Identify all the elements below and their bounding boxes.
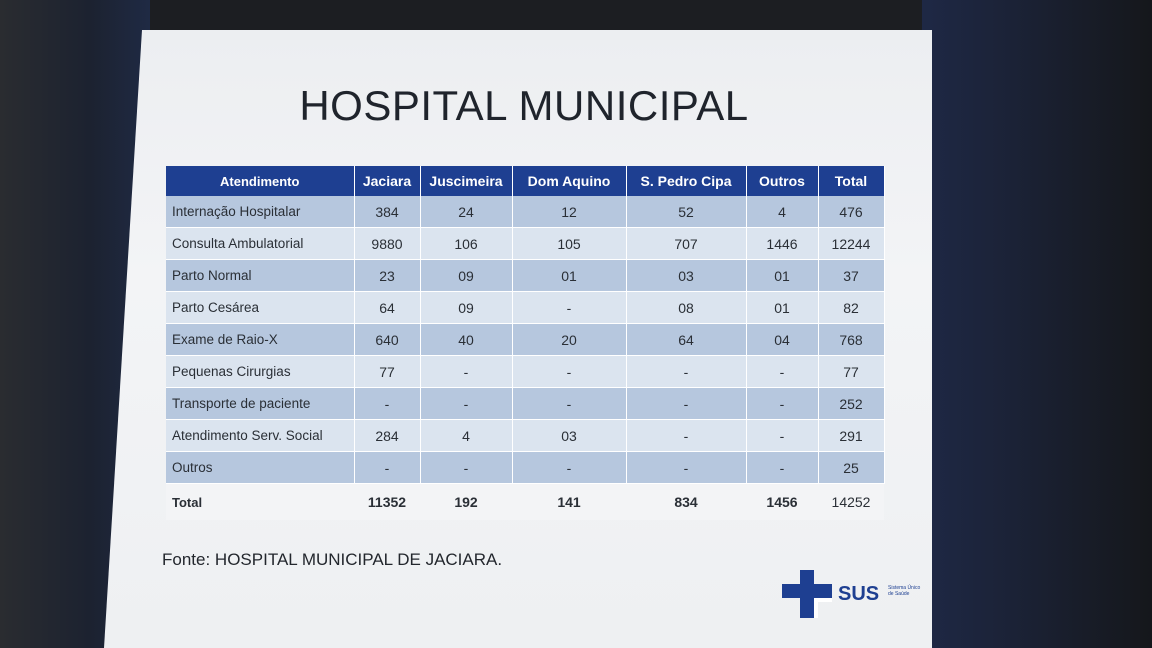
table-cell: -	[512, 355, 627, 388]
row-label: Consulta Ambulatorial	[166, 227, 355, 260]
table-cell: 64	[626, 323, 747, 356]
header-cell-total: Total	[818, 166, 885, 196]
slide-title: HOSPITAL MUNICIPAL	[299, 82, 749, 129]
table-cell: -	[512, 387, 627, 420]
table-cell: 82	[818, 291, 885, 324]
header-cell-dom-aquino: Dom Aquino	[512, 166, 627, 196]
table-row: Atendimento Serv. Social 284 4 03 - - 29…	[166, 419, 885, 452]
row-label: Atendimento Serv. Social	[166, 419, 355, 452]
table-cell: 106	[420, 227, 513, 260]
table-cell: -	[626, 387, 747, 420]
table-cell: 105	[512, 227, 627, 260]
table-cell: -	[746, 451, 819, 484]
total-label: Total	[166, 483, 354, 520]
table-cell: 20	[512, 323, 627, 356]
row-label: Parto Normal	[166, 259, 355, 292]
sus-cross-icon	[782, 570, 832, 618]
table-cell: 04	[746, 323, 819, 356]
table-cell: 284	[354, 419, 421, 452]
table-row: Transporte de paciente - - - - - 252	[166, 387, 885, 420]
table-cell: 252	[818, 387, 885, 420]
table-row: Consulta Ambulatorial 9880 106 105 707 1…	[166, 227, 885, 260]
header-cell-s-pedro-cipa: S. Pedro Cipa	[626, 166, 747, 196]
table-cell: 768	[818, 323, 885, 356]
total-cell: 834	[626, 483, 746, 520]
table-row: Outros - - - - - 25	[166, 451, 885, 484]
table-cell: 4	[746, 196, 819, 228]
table-cell: 12244	[818, 227, 885, 260]
header-cell-atendimento: Atendimento	[166, 166, 355, 196]
total-cell: 11352	[354, 483, 420, 520]
table-cell: 77	[354, 355, 421, 388]
total-cell: 192	[420, 483, 512, 520]
total-cell: 141	[512, 483, 626, 520]
table-cell: 09	[420, 291, 513, 324]
table-cell: 03	[626, 259, 747, 292]
table-cell: 476	[818, 196, 885, 228]
table-cell: -	[746, 387, 819, 420]
table-header-row: Atendimento Jaciara Juscimeira Dom Aquin…	[166, 166, 885, 196]
table-cell: 291	[818, 419, 885, 452]
sus-logo-text: SUS	[838, 583, 880, 605]
table-cell: -	[626, 451, 747, 484]
sus-logo-subtitle: Sistema Único de Saúde	[888, 585, 921, 597]
table-cell: 12	[512, 196, 627, 228]
table-cell: 08	[626, 291, 747, 324]
table-cell: 01	[512, 259, 627, 292]
header-cell-outros: Outros	[746, 166, 819, 196]
table-cell: 707	[626, 227, 747, 260]
table-row: Parto Normal 23 09 01 03 01 37	[166, 259, 885, 292]
table-cell: -	[354, 387, 421, 420]
table-cell: 52	[626, 196, 747, 228]
row-label: Parto Cesárea	[166, 291, 355, 324]
table-cell: 03	[512, 419, 627, 452]
table-cell: -	[512, 291, 627, 324]
table-cell: 25	[818, 451, 885, 484]
row-label: Outros	[166, 451, 355, 484]
table-cell: -	[420, 451, 513, 484]
table-cell: -	[626, 355, 747, 388]
table-cell: -	[420, 387, 513, 420]
table-cell: 77	[818, 355, 885, 388]
presentation-slide: HOSPITAL MUNICIPAL Atendimento Jaciara J…	[104, 30, 932, 648]
table-cell: -	[626, 419, 747, 452]
table-cell: 640	[354, 323, 421, 356]
header-cell-jaciara: Jaciara	[354, 166, 421, 196]
table-cell: 09	[420, 259, 513, 292]
table-cell: -	[746, 419, 819, 452]
table-cell: 37	[818, 259, 885, 292]
table-cell: -	[354, 451, 421, 484]
table-cell: 23	[354, 259, 421, 292]
table-cell: 384	[354, 196, 421, 228]
table-cell: 64	[354, 291, 421, 324]
table-cell: 1446	[746, 227, 819, 260]
table-cell: -	[746, 355, 819, 388]
table-cell: 01	[746, 291, 819, 324]
table-cell: 9880	[354, 227, 421, 260]
table-row: Internação Hospitalar 384 24 12 52 4 476	[166, 196, 885, 228]
row-label: Exame de Raio-X	[166, 323, 355, 356]
source-note: Fonte: HOSPITAL MUNICIPAL DE JACIARA.	[162, 550, 503, 569]
row-label: Pequenas Cirurgias	[166, 355, 355, 388]
table-row: Parto Cesárea 64 09 - 08 01 82	[166, 291, 885, 324]
table-cell: 40	[420, 323, 513, 356]
table-total-row: Total 11352 192 141 834 1456 14252	[166, 483, 884, 520]
row-label: Transporte de paciente	[166, 387, 355, 420]
table-cell: -	[512, 451, 627, 484]
total-cell: 1456	[746, 483, 818, 520]
table-cell: 4	[420, 419, 513, 452]
grand-total-cell: 14252	[818, 483, 884, 520]
attendance-table: Atendimento Jaciara Juscimeira Dom Aquin…	[166, 166, 885, 520]
table-row: Exame de Raio-X 640 40 20 64 04 768	[166, 323, 885, 356]
table-cell: -	[420, 355, 513, 388]
table-cell: 01	[746, 259, 819, 292]
table-cell: 24	[420, 196, 513, 228]
row-label: Internação Hospitalar	[166, 196, 355, 228]
monitor-bezel-right	[922, 0, 1152, 648]
header-cell-juscimeira: Juscimeira	[420, 166, 513, 196]
table-row: Pequenas Cirurgias 77 - - - - 77	[166, 355, 885, 388]
